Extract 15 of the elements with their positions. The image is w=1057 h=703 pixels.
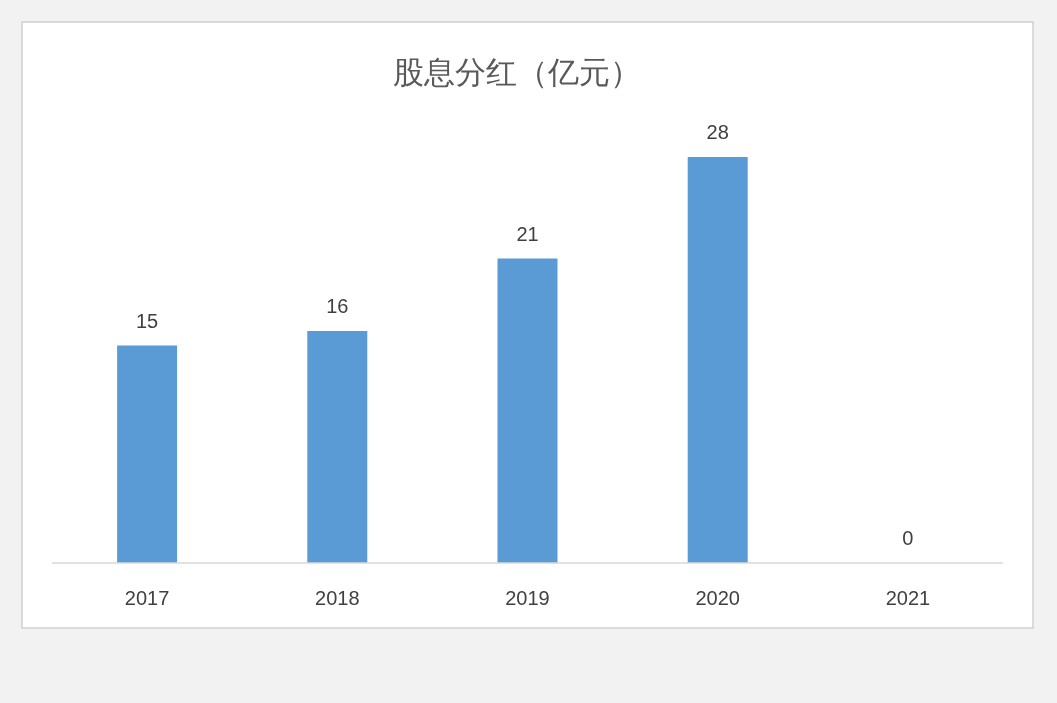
data-label: 21: [516, 222, 539, 245]
bar: [117, 345, 178, 563]
x-tick-label: 2020: [695, 587, 740, 609]
bar: [497, 258, 558, 563]
data-label: 28: [706, 121, 729, 143]
x-tick-label: 2017: [124, 587, 170, 609]
bar: [307, 331, 368, 563]
data-label: 15: [135, 309, 159, 332]
x-tick-label: 2021: [885, 587, 931, 609]
bar: [687, 157, 748, 563]
x-tick-label: 2018: [315, 587, 360, 609]
data-label: 0: [902, 527, 914, 549]
chart-title: 股息分红（亿元）: [393, 55, 641, 90]
x-tick-label: 2019: [505, 587, 550, 609]
data-label: 16: [326, 295, 349, 317]
